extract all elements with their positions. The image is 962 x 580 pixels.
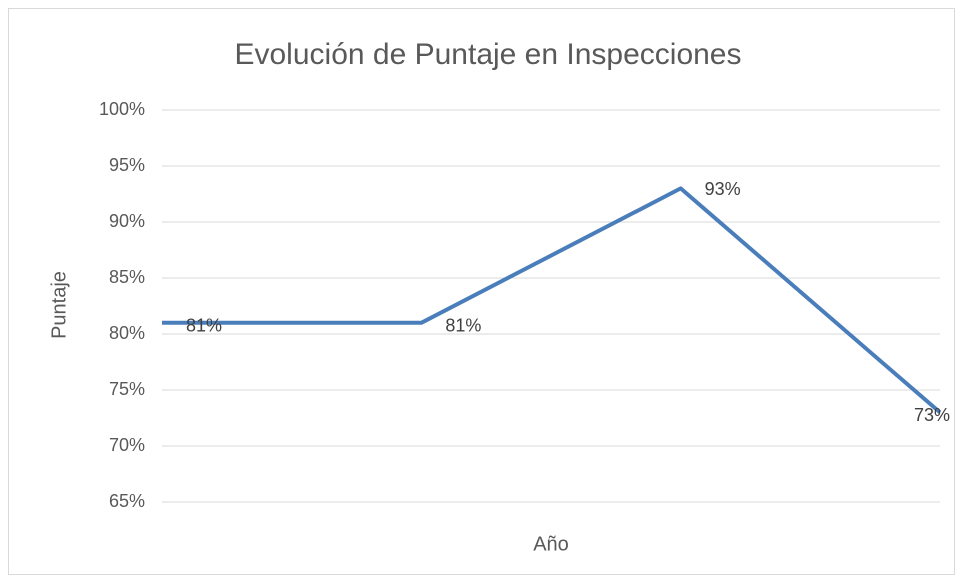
y-tick-label: 85%: [109, 267, 145, 287]
data-label: 81%: [445, 316, 481, 336]
y-tick-label: 100%: [99, 99, 145, 119]
data-line: [162, 186, 942, 414]
chart-title: Evolución de Puntaje en Inspecciones: [234, 38, 741, 71]
data-label: 93%: [705, 179, 741, 199]
y-tick-label: 95%: [109, 155, 145, 175]
y-tick-label: 70%: [109, 435, 145, 455]
y-tick-label: 65%: [109, 491, 145, 511]
data-label: 73%: [914, 405, 950, 425]
y-tick-label: 80%: [109, 323, 145, 343]
x-axis-title: Año: [533, 533, 569, 555]
y-axis-title: Puntaje: [48, 271, 70, 339]
data-label: 81%: [186, 316, 222, 336]
y-tick-label: 75%: [109, 379, 145, 399]
y-tick-label: 90%: [109, 211, 145, 231]
